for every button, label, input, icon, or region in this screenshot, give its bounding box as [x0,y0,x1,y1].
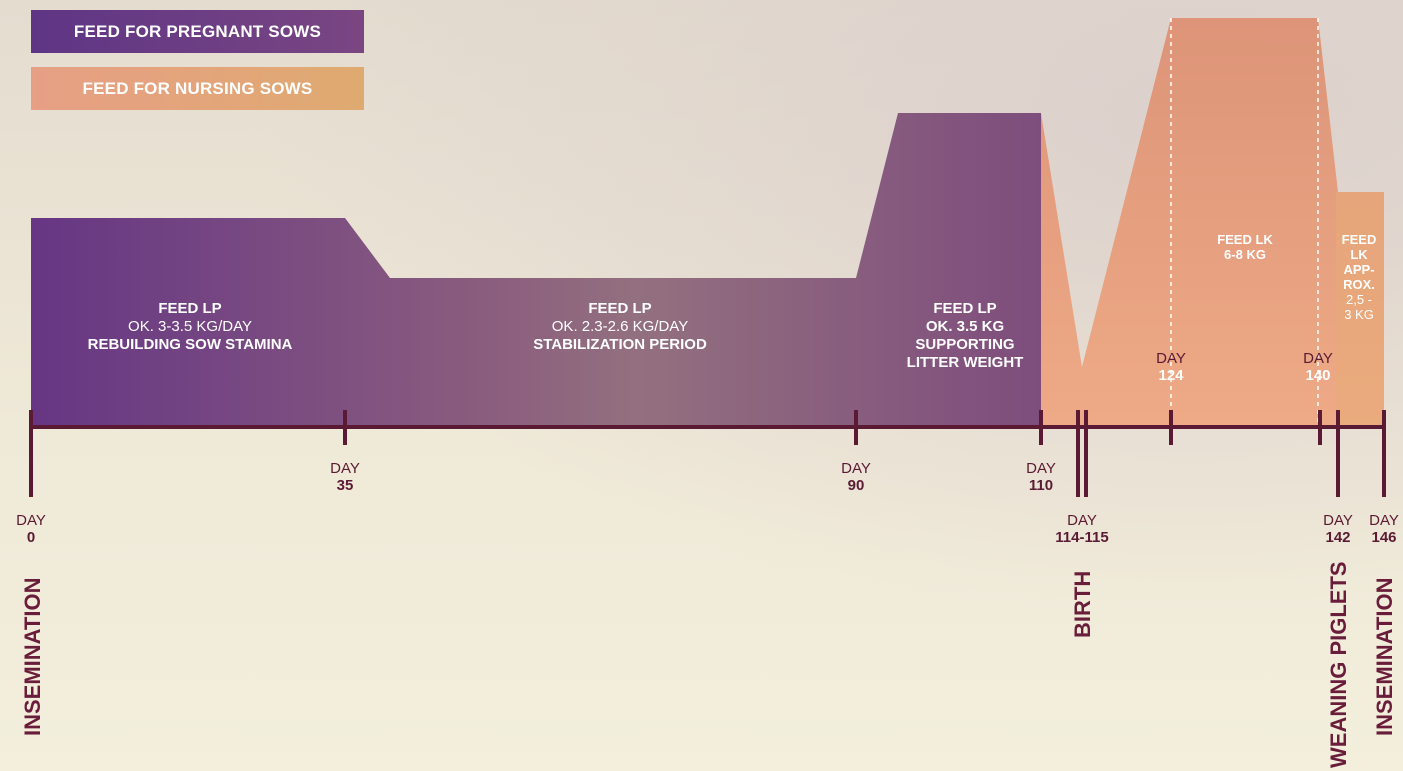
day-label-110: DAY 110 [1026,460,1056,494]
day-124-number: 124 [1158,367,1184,384]
segment-5-line6: 3 KG [1344,307,1374,322]
day-124-word: DAY [1156,350,1186,367]
legend-pregnant-sows: FEED FOR PREGNANT SOWS [31,10,364,53]
day-35-word: DAY [330,460,360,477]
segment-4-text: FEED LK 6-8 KG [1200,232,1290,262]
day-label-0: DAY 0 [16,512,46,546]
day-90-number: 90 [847,477,865,494]
segment-5-text: FEED LK APP- ROX. 2,5 - 3 KG [1330,232,1388,322]
segment-2-title: FEED LP [588,300,652,317]
day-label-124: DAY 124 [1156,350,1186,384]
day-label-114-115: DAY 114-115 [1055,512,1108,546]
day-90-word: DAY [841,460,871,477]
segment-1-line1: OK. 3-3.5 KG/DAY [128,318,252,335]
segment-5-line5: 2,5 - [1345,292,1372,307]
segment-3-title: FEED LP [933,300,997,317]
day-35-number: 35 [336,477,354,494]
day-146-number: 146 [1371,529,1397,546]
day-label-146: DAY 146 [1369,512,1399,546]
segment-2-text: FEED LP OK. 2.3-2.6 KG/DAY STABILIZATION… [490,300,750,354]
day-0-number: 0 [26,529,36,546]
legend-pregnant-label: FEED FOR PREGNANT SOWS [73,21,322,41]
day-114-number: 114-115 [1055,529,1109,546]
segment-4-title: FEED LK [1217,232,1273,247]
day-label-35: DAY 35 [330,460,360,494]
segment-3-line1: OK. 3.5 KG [925,318,1005,335]
legend-nursing-label: FEED FOR NURSING SOWS [82,78,313,98]
segment-1-title: FEED LP [158,300,222,317]
segment-2-line2: STABILIZATION PERIOD [533,336,707,353]
segment-3-line2: SUPPORTING [915,336,1015,353]
event-weaning-piglets: WEANING PIGLETS [1326,561,1351,768]
segment-5-line3: APP- [1343,262,1375,277]
day-140-number: 140 [1305,367,1331,384]
nursing-end-band [1336,192,1384,425]
day-140-word: DAY [1303,350,1333,367]
segment-1-text: FEED LP OK. 3-3.5 KG/DAY REBUILDING SOW … [60,300,320,354]
event-birth: BIRTH [1070,570,1095,638]
day-146-word: DAY [1369,512,1399,529]
segment-3-line3: LITTER WEIGHT [906,354,1024,371]
segment-4-line1: 6-8 KG [1224,247,1266,262]
day-label-140: DAY 140 [1303,350,1333,384]
event-insemination-end: INSEMINATION [1372,577,1397,736]
segment-3-text: FEED LP OK. 3.5 KG SUPPORTING LITTER WEI… [890,300,1040,372]
day-142-word: DAY [1323,512,1353,529]
day-110-word: DAY [1026,460,1056,477]
segment-5-line2: LK [1350,247,1368,262]
day-110-number: 110 [1028,477,1054,494]
day-114-word: DAY [1067,512,1097,529]
segment-5-line4: ROX. [1343,277,1375,292]
day-label-142: DAY 142 [1323,512,1353,546]
day-label-90: DAY 90 [841,460,871,494]
day-0-word: DAY [16,512,46,529]
nursing-feed-area [1041,18,1384,425]
legend-nursing-sows: FEED FOR NURSING SOWS [31,67,364,110]
segment-1-line2: REBUILDING SOW STAMINA [87,336,293,353]
pregnant-feed-area [31,113,1041,425]
day-142-number: 142 [1325,529,1351,546]
segment-5-line1: FEED [1341,232,1377,247]
event-insemination-start: INSEMINATION [20,577,45,736]
segment-2-line1: OK. 2.3-2.6 KG/DAY [551,318,689,335]
